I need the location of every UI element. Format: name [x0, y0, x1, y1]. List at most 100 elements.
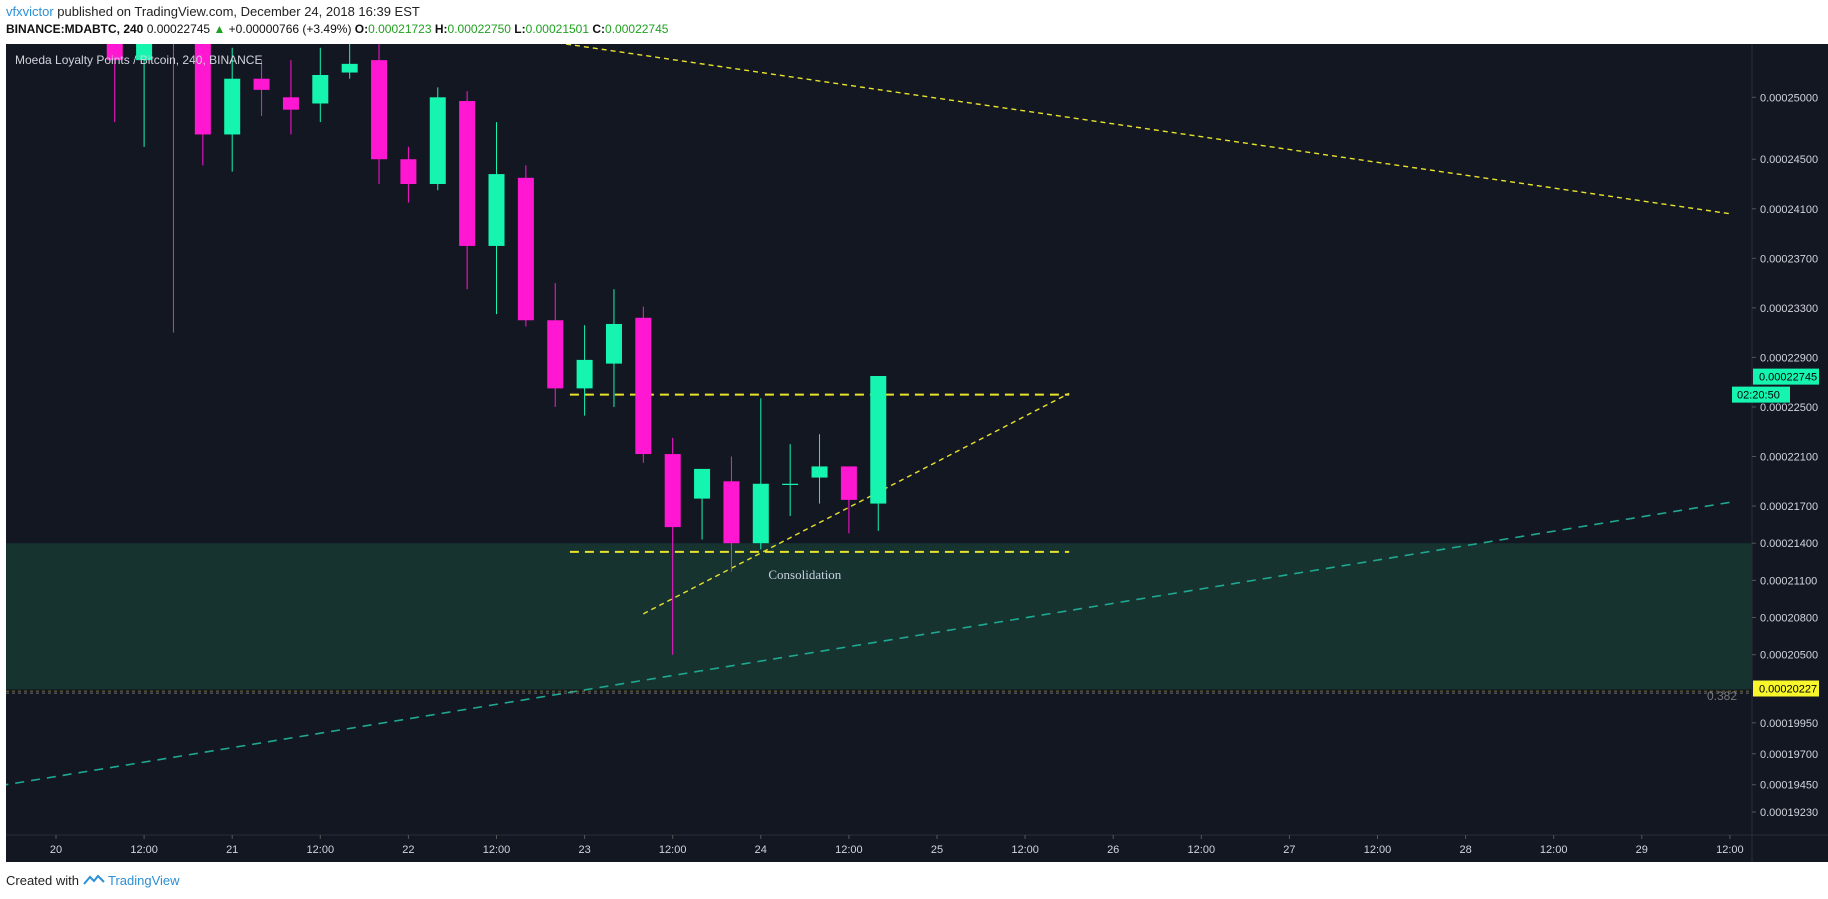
time-tick-label: 20 — [50, 844, 62, 856]
time-tick-label: 12:00 — [1011, 844, 1039, 856]
last-price: 0.00022745 — [146, 22, 211, 36]
open-label: O: — [354, 22, 369, 36]
candle-body — [165, 0, 181, 35]
time-tick-label: 12:00 — [835, 844, 863, 856]
symbol-label: BINANCE:MDABTC, 240 — [6, 22, 144, 36]
candle-body — [870, 375, 887, 504]
candle — [635, 306, 652, 463]
price-tick-label: 0.00020500 — [1760, 650, 1818, 662]
price-badge-value: 0.00020227 — [1759, 684, 1817, 696]
candle-body — [136, 44, 153, 61]
candle — [371, 44, 388, 185]
candle-body — [547, 320, 564, 389]
candle — [840, 466, 857, 534]
time-tick-label: 12:00 — [1188, 844, 1216, 856]
trend-line — [643, 392, 1070, 615]
price-tick-label: 0.00020800 — [1760, 613, 1818, 625]
candle-body — [723, 481, 740, 544]
candle — [194, 44, 211, 166]
candle-body — [635, 317, 652, 455]
candle — [400, 146, 417, 203]
author-link[interactable]: vfxvictor — [6, 4, 54, 19]
candle-body — [840, 466, 857, 500]
published-text: published on TradingView.com, December 2… — [57, 4, 420, 19]
price-tick-label: 0.00024500 — [1760, 154, 1818, 166]
candle — [165, 0, 181, 333]
tradingview-logo-icon — [82, 874, 105, 885]
candle — [576, 325, 593, 416]
footer: Created with TradingView — [6, 872, 180, 890]
candle — [106, 44, 123, 123]
low-label: L: — [514, 22, 526, 36]
candle-body — [282, 97, 299, 110]
candle — [752, 398, 769, 550]
close-value: 0.00022745 — [605, 22, 669, 36]
candle — [282, 60, 299, 135]
price-change: +0.00000766 (+3.49%) — [228, 22, 352, 36]
trend-line — [560, 44, 1731, 215]
candle-body — [752, 483, 769, 544]
time-tick-label: 12:00 — [1716, 844, 1744, 856]
candle — [782, 444, 799, 516]
price-tick-label: 0.00021700 — [1760, 501, 1818, 513]
plot-background — [6, 44, 1828, 835]
candle-body — [664, 454, 681, 528]
candle-body — [194, 44, 211, 135]
symbol-info: BINANCE:MDABTC, 240 0.00022745 ▲ +0.0000… — [6, 20, 668, 38]
time-tick-label: 29 — [1636, 844, 1648, 856]
consolidation-zone — [6, 543, 1752, 690]
high-value: 0.00022750 — [447, 22, 511, 36]
candle — [312, 47, 329, 123]
candle-body — [400, 159, 417, 185]
high-label: H: — [434, 22, 448, 36]
chart-title: Moeda Loyalty Points / Bitcoin, 240, BIN… — [15, 53, 262, 67]
countdown-badge-value: 02:20:50 — [1737, 390, 1780, 402]
candle-body — [253, 78, 270, 90]
time-tick-label: 12:00 — [1364, 844, 1392, 856]
candle — [870, 375, 887, 531]
candle — [811, 434, 828, 504]
price-tick-label: 0.00025000 — [1760, 92, 1818, 104]
candle-body — [459, 101, 476, 246]
candle — [224, 47, 241, 172]
time-tick-label: 23 — [578, 844, 590, 856]
time-tick-label: 12:00 — [130, 844, 158, 856]
time-tick-label: 22 — [402, 844, 414, 856]
time-tick-label: 28 — [1459, 844, 1471, 856]
close-label: C: — [592, 22, 606, 36]
candle — [664, 437, 681, 655]
candle-body — [106, 44, 123, 61]
consolidation-label: Consolidation — [768, 567, 841, 582]
time-tick-label: 12:00 — [307, 844, 335, 856]
created-with-text: Created with — [6, 873, 79, 888]
candle — [136, 44, 153, 147]
price-badge — [1753, 680, 1819, 697]
tradingview-link[interactable]: TradingView — [108, 873, 180, 888]
time-tick-label: 12:00 — [1540, 844, 1568, 856]
price-tick-label: 0.00019230 — [1760, 807, 1818, 819]
time-tick-label: 21 — [226, 844, 238, 856]
candle-body — [429, 97, 446, 185]
candle-body — [694, 468, 711, 499]
price-tick-label: 0.00021400 — [1760, 538, 1818, 550]
publish-info: vfxvictor published on TradingView.com, … — [6, 3, 420, 21]
price-badge — [1753, 368, 1819, 385]
candle — [459, 91, 476, 290]
price-tick-label: 0.00022100 — [1760, 452, 1818, 464]
price-tick-label: 0.00019950 — [1760, 718, 1818, 730]
time-tick-label: 24 — [755, 844, 767, 856]
candle-body — [782, 483, 799, 485]
candle — [547, 283, 564, 407]
candle-body — [576, 359, 593, 389]
candle-body — [312, 75, 329, 104]
fib-level-label: 0.382 — [1707, 689, 1737, 703]
candle — [488, 122, 505, 315]
time-tick-label: 25 — [931, 844, 943, 856]
triangle-up-icon: ▲ — [213, 22, 226, 36]
candle — [429, 87, 446, 191]
time-tick-label: 12:00 — [483, 844, 511, 856]
candle — [253, 60, 270, 116]
time-tick-label: 27 — [1283, 844, 1295, 856]
candle-body — [224, 78, 241, 135]
